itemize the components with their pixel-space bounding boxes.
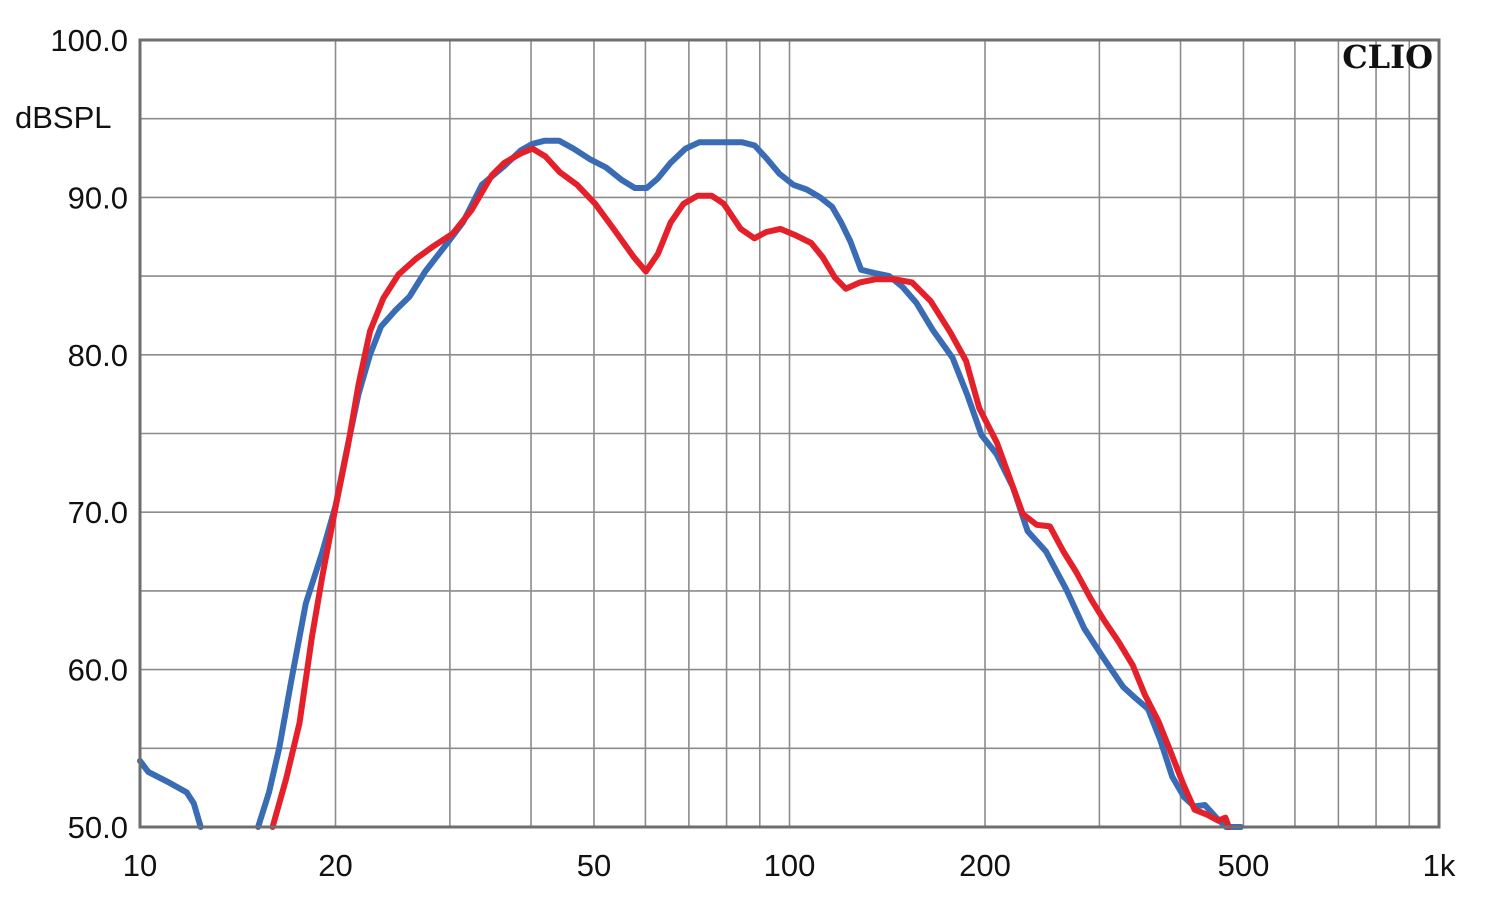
- series-line-red: [269, 145, 1232, 830]
- y-tick-label: 70.0: [68, 495, 128, 530]
- y-tick-label: 60.0: [68, 653, 128, 688]
- y-axis-label: dBSPL: [15, 100, 112, 135]
- series-layer: [137, 137, 1244, 830]
- clio-brand-label: CLIO: [1342, 38, 1433, 76]
- x-tick-label: 50: [577, 848, 611, 883]
- y-tick-label: 100.0: [50, 23, 128, 58]
- series-segment: [255, 137, 1244, 830]
- x-tick-label: 10: [123, 848, 157, 883]
- y-tick-label: 50.0: [68, 810, 128, 845]
- grid-lines: [140, 40, 1439, 827]
- x-tick-label: 200: [959, 848, 1011, 883]
- x-tick-label: 1k: [1423, 848, 1456, 883]
- series-line-blue: [137, 137, 1244, 830]
- x-tick-label: 500: [1218, 848, 1270, 883]
- x-tick-label: 100: [764, 848, 816, 883]
- y-axis-tick-labels: 100.0 90.0 80.0 70.0 60.0 50.0: [50, 23, 128, 845]
- x-axis-tick-labels: 10 20 50 100 200 500 1k: [123, 848, 1456, 883]
- y-tick-label: 80.0: [68, 338, 128, 373]
- series-segment: [137, 757, 204, 830]
- x-tick-label: 20: [318, 848, 352, 883]
- y-tick-label: 90.0: [68, 180, 128, 215]
- plot-frame: [138, 38, 1441, 829]
- series-segment: [269, 145, 1232, 830]
